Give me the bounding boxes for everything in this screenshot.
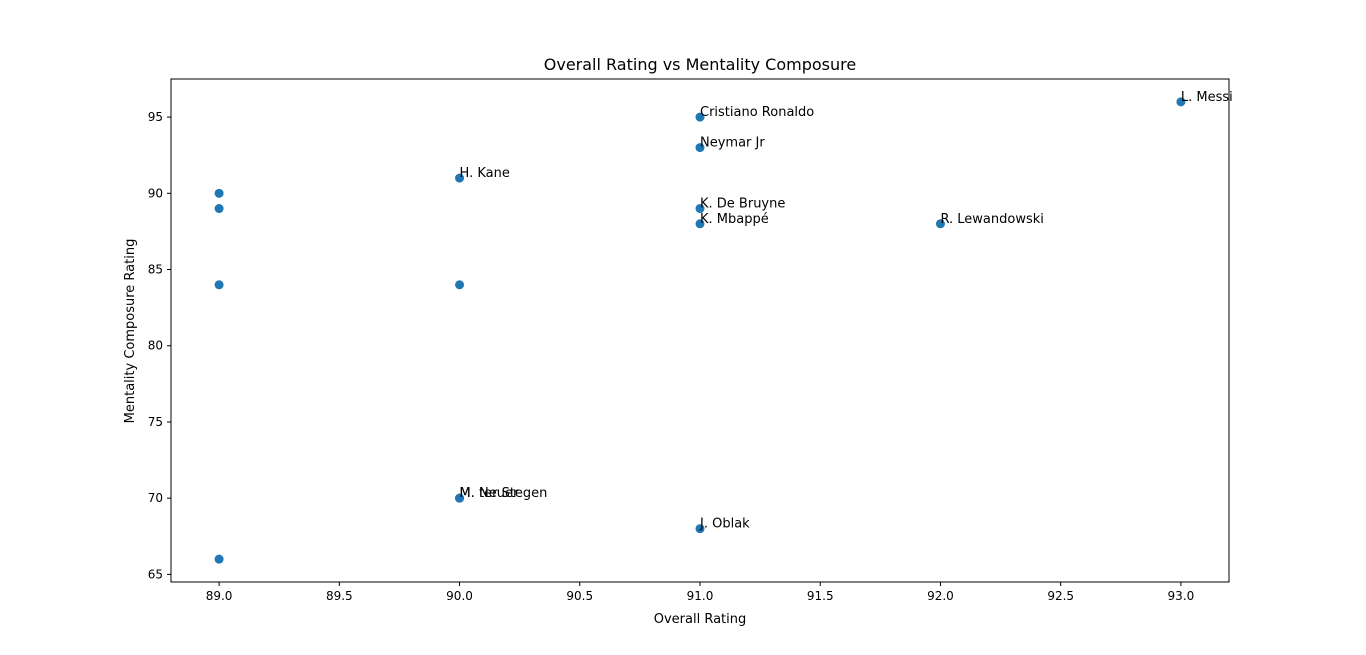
y-tick-label: 75 xyxy=(148,415,163,429)
data-point xyxy=(455,493,465,503)
point-label: R. Lewandowski xyxy=(940,212,1043,227)
point-label: K. De Bruyne xyxy=(700,197,785,212)
point-labels: L. Messi R. Lewandowski Cristiano Ronaldo N… xyxy=(460,90,1233,532)
point-label: Cristiano Ronaldo xyxy=(700,105,814,120)
data-point xyxy=(214,554,224,564)
data-point xyxy=(695,219,705,229)
point-label: M. Neuer xyxy=(460,486,519,501)
x-axis-label: Overall Rating xyxy=(654,612,747,627)
x-tick-label: 92.0 xyxy=(927,589,954,603)
y-tick-label: 90 xyxy=(148,186,163,200)
data-point xyxy=(695,524,705,534)
point-label: L. Messi xyxy=(1181,90,1233,105)
y-axis-label: Mentality Composure Rating xyxy=(123,239,138,424)
x-tick-label: 89.5 xyxy=(326,589,353,603)
y-axis-ticks: 65 70 75 80 85 90 95 xyxy=(148,110,171,581)
data-point xyxy=(455,173,465,183)
data-point xyxy=(214,188,224,198)
point-label: Neymar Jr xyxy=(700,136,765,151)
x-tick-label: 89.0 xyxy=(206,589,233,603)
data-point xyxy=(214,280,224,290)
x-axis-ticks: 89.0 89.5 90.0 90.5 91.0 91.5 92.0 92.5 93.0 xyxy=(206,582,1195,603)
y-tick-label: 95 xyxy=(148,110,163,124)
y-tick-label: 80 xyxy=(148,339,163,353)
data-point xyxy=(695,204,705,214)
x-tick-label: 90.0 xyxy=(446,589,473,603)
data-points xyxy=(214,97,1186,564)
point-label: H. Kane xyxy=(460,166,510,181)
x-tick-label: 91.5 xyxy=(807,589,834,603)
plot-frame xyxy=(170,78,1230,583)
data-point xyxy=(455,280,465,290)
x-tick-label: 91.0 xyxy=(687,589,714,603)
chart-title: Overall Rating vs Mentality Composure xyxy=(544,55,856,74)
data-point xyxy=(695,112,705,122)
point-label: J. Oblak xyxy=(699,517,750,532)
data-point xyxy=(695,143,705,153)
y-tick-label: 85 xyxy=(148,263,163,277)
x-tick-label: 90.5 xyxy=(566,589,593,603)
point-label: M. ter Stegen xyxy=(460,486,548,501)
data-point xyxy=(214,204,224,214)
x-tick-label: 93.0 xyxy=(1168,589,1195,603)
point-label: K. Mbappé xyxy=(700,212,769,227)
x-tick-label: 92.5 xyxy=(1047,589,1074,603)
data-point xyxy=(935,219,945,229)
y-tick-label: 65 xyxy=(148,567,163,581)
y-tick-label: 70 xyxy=(148,491,163,505)
data-point xyxy=(1176,97,1186,107)
